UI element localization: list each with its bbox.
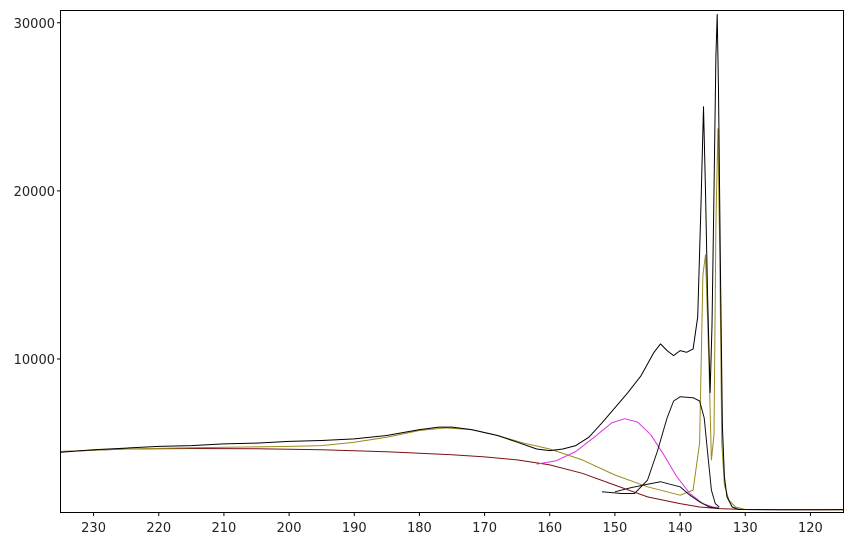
x-axis: 230 220 210 200 190 180 170 160 150 140 130 120	[81, 512, 823, 536]
x-tick-label: 120	[798, 521, 823, 536]
x-tick-label: 140	[668, 521, 693, 536]
y-axis: 10000 20000 30000	[14, 17, 61, 368]
y-tick-label: 30000	[14, 17, 55, 32]
x-tick-label: 150	[603, 521, 628, 536]
series-layer	[61, 14, 843, 509]
y-tick-label: 10000	[14, 353, 55, 368]
y-tick-label: 20000	[14, 185, 55, 200]
x-tick-label: 170	[472, 521, 497, 536]
series-line-envelope-fit	[61, 129, 843, 510]
x-tick-label: 180	[407, 521, 432, 536]
x-tick-label: 210	[212, 521, 237, 536]
x-tick-label: 200	[277, 521, 302, 536]
series-line-component-black-2	[615, 482, 719, 509]
x-tick-label: 130	[733, 521, 758, 536]
x-tick-label: 190	[342, 521, 367, 536]
x-tick-label: 160	[537, 521, 562, 536]
x-tick-label: 230	[81, 521, 106, 536]
series-line-measured	[61, 14, 843, 509]
x-tick-label: 220	[146, 521, 171, 536]
plot-frame	[61, 11, 844, 513]
series-line-component-magenta	[537, 419, 720, 508]
series-line-background	[61, 449, 843, 510]
